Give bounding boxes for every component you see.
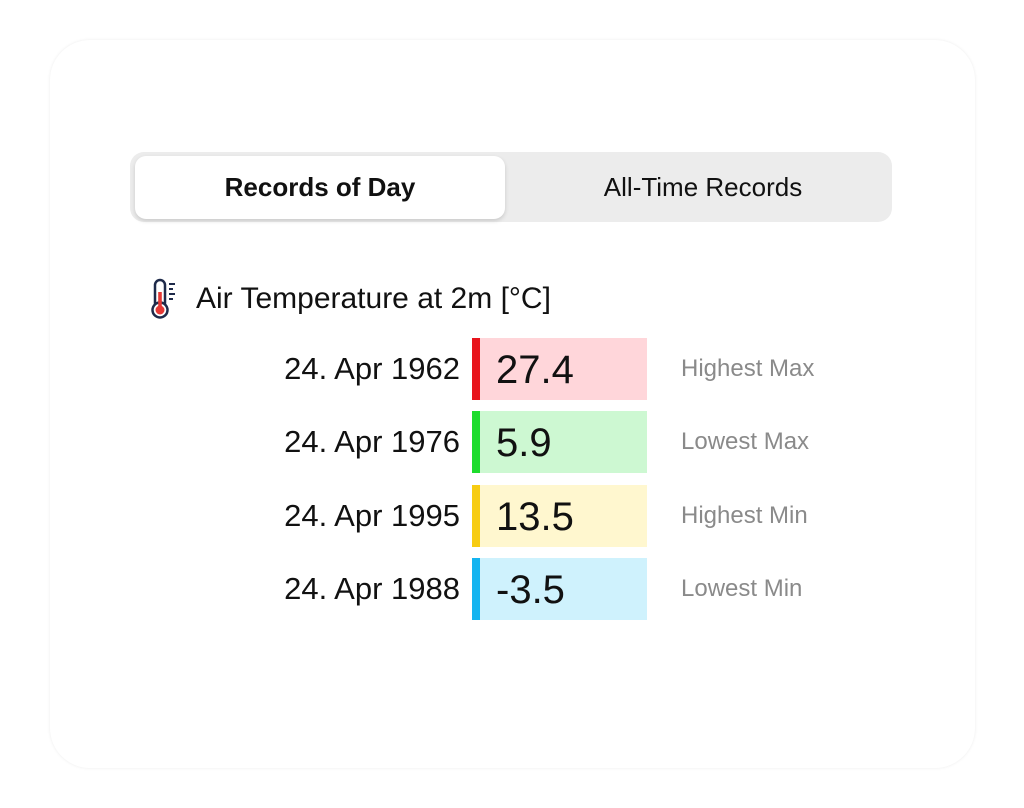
record-date: 24. Apr 1962 (284, 351, 460, 386)
segmented-control: Records of Day All-Time Records (130, 152, 892, 222)
section-title: Air Temperature at 2m [°C] (196, 282, 551, 315)
record-value: 5.9 (496, 421, 552, 465)
value-box: 13.5 (480, 485, 647, 547)
value-box: 5.9 (480, 411, 647, 473)
record-value: -3.5 (496, 568, 565, 612)
record-row: 24. Apr 1962 27.4 Highest Max (0, 338, 1024, 400)
record-label: Highest Max (681, 355, 815, 382)
value-box: 27.4 (480, 338, 647, 400)
tab[interactable]: Records of Day (135, 156, 505, 219)
record-row: 24. Apr 1976 5.9 Lowest Max (0, 411, 1024, 473)
record-value: 27.4 (496, 348, 574, 392)
record-row: 24. Apr 1995 13.5 Highest Min (0, 485, 1024, 547)
color-bar (472, 485, 480, 547)
record-value: 13.5 (496, 495, 574, 539)
record-date: 24. Apr 1995 (284, 498, 460, 533)
card (50, 40, 975, 768)
thermometer-icon (151, 278, 175, 319)
color-bar (472, 338, 480, 400)
tab[interactable]: All-Time Records (603, 172, 803, 202)
color-bar (472, 558, 480, 620)
record-label: Lowest Min (681, 575, 803, 602)
record-row: 24. Apr 1988 -3.5 Lowest Min (0, 558, 1024, 620)
record-label: Highest Min (681, 502, 808, 529)
record-date: 24. Apr 1988 (284, 571, 460, 606)
color-bar (472, 411, 480, 473)
record-label: Lowest Max (681, 428, 810, 455)
value-box: -3.5 (480, 558, 647, 620)
record-date: 24. Apr 1976 (284, 424, 460, 459)
